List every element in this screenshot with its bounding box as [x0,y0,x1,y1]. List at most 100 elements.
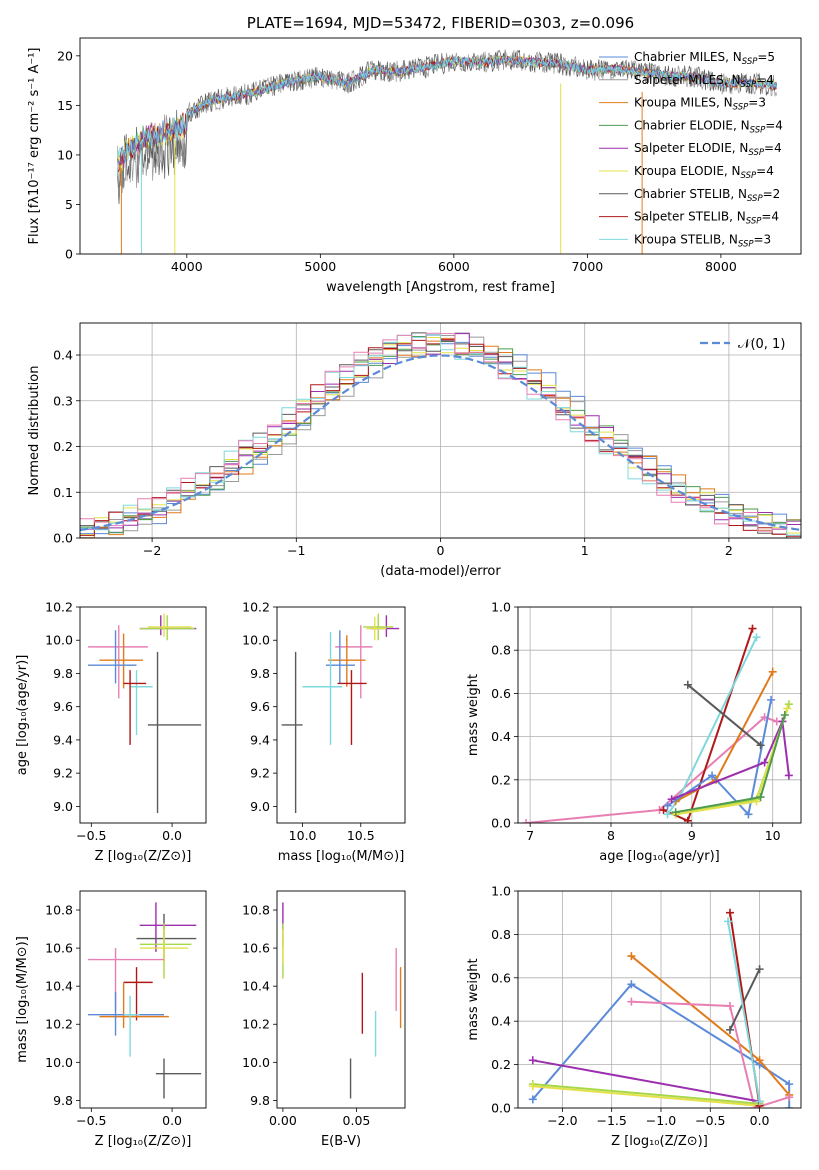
x-tick-label: 9 [688,828,696,843]
legend-label: Chabrier STELIB, NSSP=2 [634,187,780,204]
weight-line [729,968,761,1031]
x-tick-label: 7 [526,828,534,843]
plus-marker [755,965,764,974]
y-axis-label: mass weight [466,674,481,756]
y-tick-label: 9.4 [250,732,270,747]
panel-mass-ebv: 0.00 0.05 9.8 10.0 10.2 10.4 10.6 10.8 E(B-V) [242,890,406,1149]
y-tick-label: 10.8 [242,903,270,918]
x-tick-label: 10 [765,828,781,843]
legend-label: Kroupa MILES, NSSP=3 [634,96,766,113]
y-tick-label: 10.4 [242,979,270,994]
y-tick-label: 10.2 [242,600,270,615]
legend-label: Kroupa STELIB, NSSP=3 [634,232,771,249]
y-axis-label: age [log₁₀(age/yr)] [15,655,30,776]
y-tick-label: 10.2 [242,1017,270,1032]
axes-frame [276,890,406,1109]
plus-marker [663,801,672,810]
plus-marker [627,980,636,989]
x-tick-label: 8000 [705,259,737,274]
axes-frame [79,890,207,1109]
x-axis-label: E(B-V) [321,1134,361,1149]
x-axis-label: (data-model)/error [380,564,501,579]
x-tick-label: 8 [607,828,615,843]
y-tick-label: 0.6 [491,970,511,985]
weight-line [532,1059,760,1103]
spectrum-line [117,54,778,177]
panel-residuals: −2 −1 0 1 2 0.0 0.1 0.2 0.3 0.4 (data-model)/error… [27,322,802,579]
y-tick-label: 10.8 [45,903,73,918]
y-tick-label: 0.2 [491,1057,511,1072]
y-tick-label: 15 [57,98,73,113]
x-tick-label: 4000 [171,259,203,274]
y-tick-label: 9.8 [250,1093,270,1108]
weight-line [666,636,758,815]
plus-marker [756,793,765,802]
plus-marker [767,695,776,704]
x-tick-label: 0.0 [162,828,182,843]
x-tick-label: 7000 [571,259,603,274]
plus-marker [780,711,789,719]
plus-marker [659,806,668,815]
legend-label: Kroupa ELODIE, NSSP=4 [634,164,774,181]
chart-title: PLATE=1694, MJD=53472, FIBERID=0303, z=0… [247,14,634,32]
weight-line [526,716,778,823]
y-tick-label: 10.4 [45,979,73,994]
x-tick-label: 6000 [438,259,470,274]
y-tick-label: 0 [65,247,73,262]
plus-marker [726,1025,735,1034]
x-tick-label: −1.0 [646,1113,676,1128]
plus-marker [784,771,793,780]
plus-marker [785,1080,794,1089]
y-tick-label: 10.2 [45,1017,73,1032]
weight-line [631,1000,790,1108]
x-tick-label: −1.5 [596,1113,626,1128]
plus-marker [667,795,676,804]
y-tick-label: 10.2 [45,600,73,615]
x-axis-label: Z [log₁₀(Z/Z⊙)] [95,1134,192,1149]
x-tick-label: −1 [287,543,305,558]
axes-frame [517,606,802,824]
panel-age-z: −0.5 0.0 9.0 9.2 9.4 9.6 9.8 10.0 10.2 Z [log₁₀(Z… [15,600,207,864]
x-tick-label: 10.5 [347,828,375,843]
y-tick-label: 9.6 [250,699,270,714]
y-tick-label: 0.4 [491,1014,511,1029]
x-tick-label: 0.0 [162,1113,182,1128]
plus-marker [768,667,777,676]
y-tick-label: 0.0 [491,1101,511,1116]
y-tick-label: 10.0 [45,1055,73,1070]
panel-mass-z: −0.5 0.0 9.8 10.0 10.2 10.4 10.6 10.8 Z [log₁₀(Z… [15,890,207,1149]
y-tick-label: 0.1 [53,485,73,500]
y-tick-label: 9.0 [250,799,270,814]
plot-area [528,908,794,1108]
x-axis-label: age [log₁₀(age/yr)] [599,849,720,864]
plus-marker [528,1056,537,1065]
plus-marker [785,1093,794,1102]
plot-area [117,49,778,254]
axes-frame [79,37,802,255]
x-axis-label: mass [log₁₀(M/M⊙)] [278,849,405,864]
y-tick-label: 0.2 [491,772,511,787]
y-tick-label: 1.0 [491,884,511,899]
y-tick-label: 0.4 [491,729,511,744]
plus-marker [708,771,717,780]
legend: Chabrier MILES, NSSP=5 Salpeter MILES, NS… [599,50,783,249]
y-tick-label: 10.6 [45,941,73,956]
plus-marker [627,997,636,1006]
plus-marker [783,704,792,713]
x-tick-label: 0 [437,543,445,558]
weight-line [532,1083,760,1105]
x-tick-label: −0.5 [695,1113,725,1128]
y-tick-label: 0.2 [53,439,73,454]
weight-line [663,628,754,823]
axes-frame [517,890,802,1109]
x-axis-label: Z [log₁₀(Z/Z⊙)] [95,849,192,864]
plus-marker [671,808,680,817]
y-axis-label: Flux [fλ10⁻¹⁷ erg cm⁻² s⁻¹ A⁻¹] [27,48,42,245]
y-tick-label: 0.3 [53,393,73,408]
plus-marker [528,1082,537,1091]
legend-label: Chabrier MILES, NSSP=5 [634,50,775,67]
plus-marker [744,810,753,819]
plus-marker [748,624,757,633]
y-tick-label: 0.4 [53,348,73,363]
plus-marker [726,908,735,917]
